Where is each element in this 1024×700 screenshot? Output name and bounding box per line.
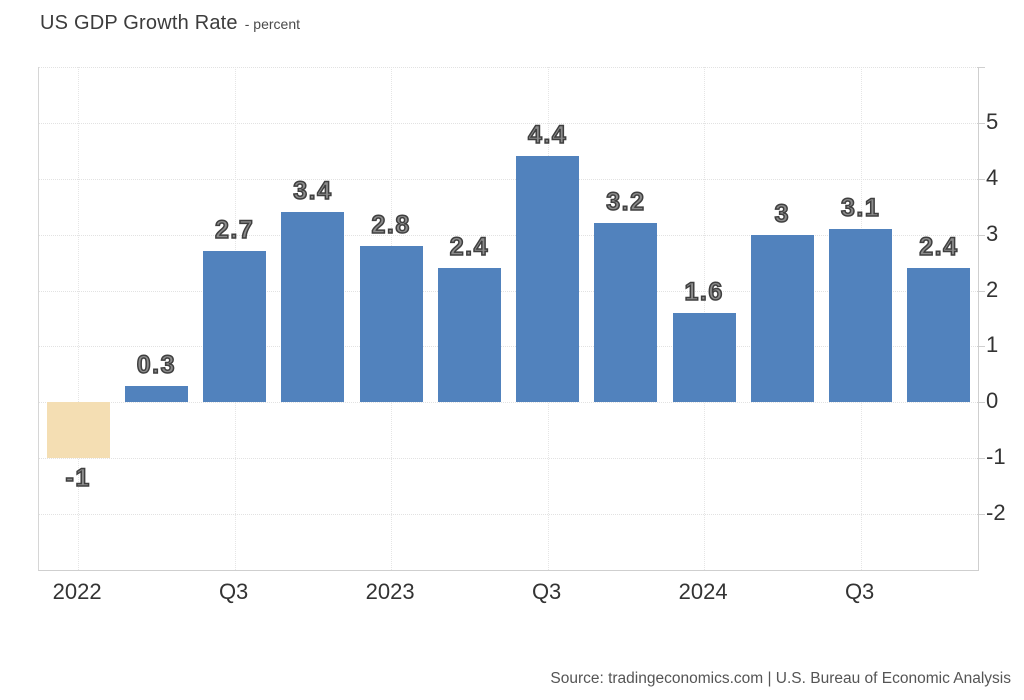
gridline-horizontal [39, 122, 978, 124]
x-axis-label: Q3 [844, 579, 875, 604]
y-axis-label: 2 [986, 276, 999, 302]
y-axis-tick [977, 234, 985, 236]
gridline-horizontal [39, 402, 978, 404]
bar-q4-2022[interactable] [281, 212, 345, 403]
bar-value-label: 1.6 [684, 277, 724, 306]
bar-q2-2022[interactable] [124, 385, 188, 403]
gridline-horizontal [39, 67, 978, 68]
chart-title-unit: - percent [244, 16, 300, 32]
gridline-horizontal [39, 458, 978, 460]
gridline-vertical [78, 67, 80, 570]
y-axis-label: -1 [986, 444, 1006, 470]
y-axis-tick [977, 458, 985, 460]
x-axis-label: Q3 [531, 579, 562, 604]
y-axis-label: 0 [986, 388, 999, 414]
y-axis-tick [977, 67, 985, 68]
bar-value-label: 0.3 [136, 350, 176, 379]
chart-title-text: US GDP Growth Rate [40, 12, 238, 34]
gridline-horizontal [39, 290, 978, 292]
source-attribution: Source: tradingeconomics.com | U.S. Bure… [550, 670, 1011, 687]
bar-q3-2022[interactable] [203, 251, 267, 403]
bar-q1-2022[interactable] [46, 402, 110, 459]
y-axis-tick [977, 178, 985, 180]
x-axis-label: 2022 [52, 579, 102, 604]
x-axis-label: 2024 [678, 579, 728, 604]
bar-q4-2024[interactable] [907, 268, 971, 403]
bar-q1-2024[interactable] [672, 312, 736, 403]
bar-q4-2023[interactable] [594, 223, 658, 403]
chart-title: US GDP Growth Rate - percent [40, 12, 300, 35]
gridline-horizontal [39, 514, 978, 516]
gridline-horizontal [39, 178, 978, 180]
y-axis-tick [977, 290, 985, 292]
bar-value-label: 3 [774, 199, 791, 228]
bar-value-label: 2.4 [918, 233, 959, 262]
bar-value-label: 2.7 [214, 216, 255, 245]
y-axis-tick [977, 122, 985, 124]
y-axis-tick [977, 514, 985, 516]
y-axis-label: 4 [986, 164, 999, 190]
bar-q1-2023[interactable] [359, 245, 423, 403]
x-axis-label: Q3 [218, 579, 249, 604]
bar-value-label: 3.1 [840, 194, 881, 223]
gridline-horizontal [39, 346, 978, 348]
y-axis-label: 3 [986, 220, 999, 246]
bar-q2-2024[interactable] [750, 234, 814, 403]
bar-q3-2023[interactable] [516, 156, 580, 403]
y-axis-label: -2 [986, 500, 1006, 526]
bar-value-label: 3.2 [605, 188, 646, 217]
y-axis-tick [977, 346, 985, 348]
x-axis-label: 2023 [365, 579, 415, 604]
bar-value-label: -1 [65, 464, 91, 493]
plot-area: -1 0.3 2.7 3.4 2.8 2.4 4.4 3.2 1.6 3 3.1 2.4 [38, 67, 979, 571]
bar-value-label: 2.8 [371, 210, 411, 239]
y-axis-tick [977, 402, 985, 404]
bar-value-label: 3.4 [292, 177, 333, 206]
y-axis-label: 1 [986, 332, 999, 358]
bar-q2-2023[interactable] [437, 268, 501, 403]
bar-value-label: 2.4 [449, 233, 489, 262]
gridline-horizontal [39, 234, 978, 236]
bar-q3-2024[interactable] [829, 229, 893, 403]
y-axis-label: 5 [986, 108, 999, 134]
bar-value-label: 4.4 [527, 121, 568, 150]
